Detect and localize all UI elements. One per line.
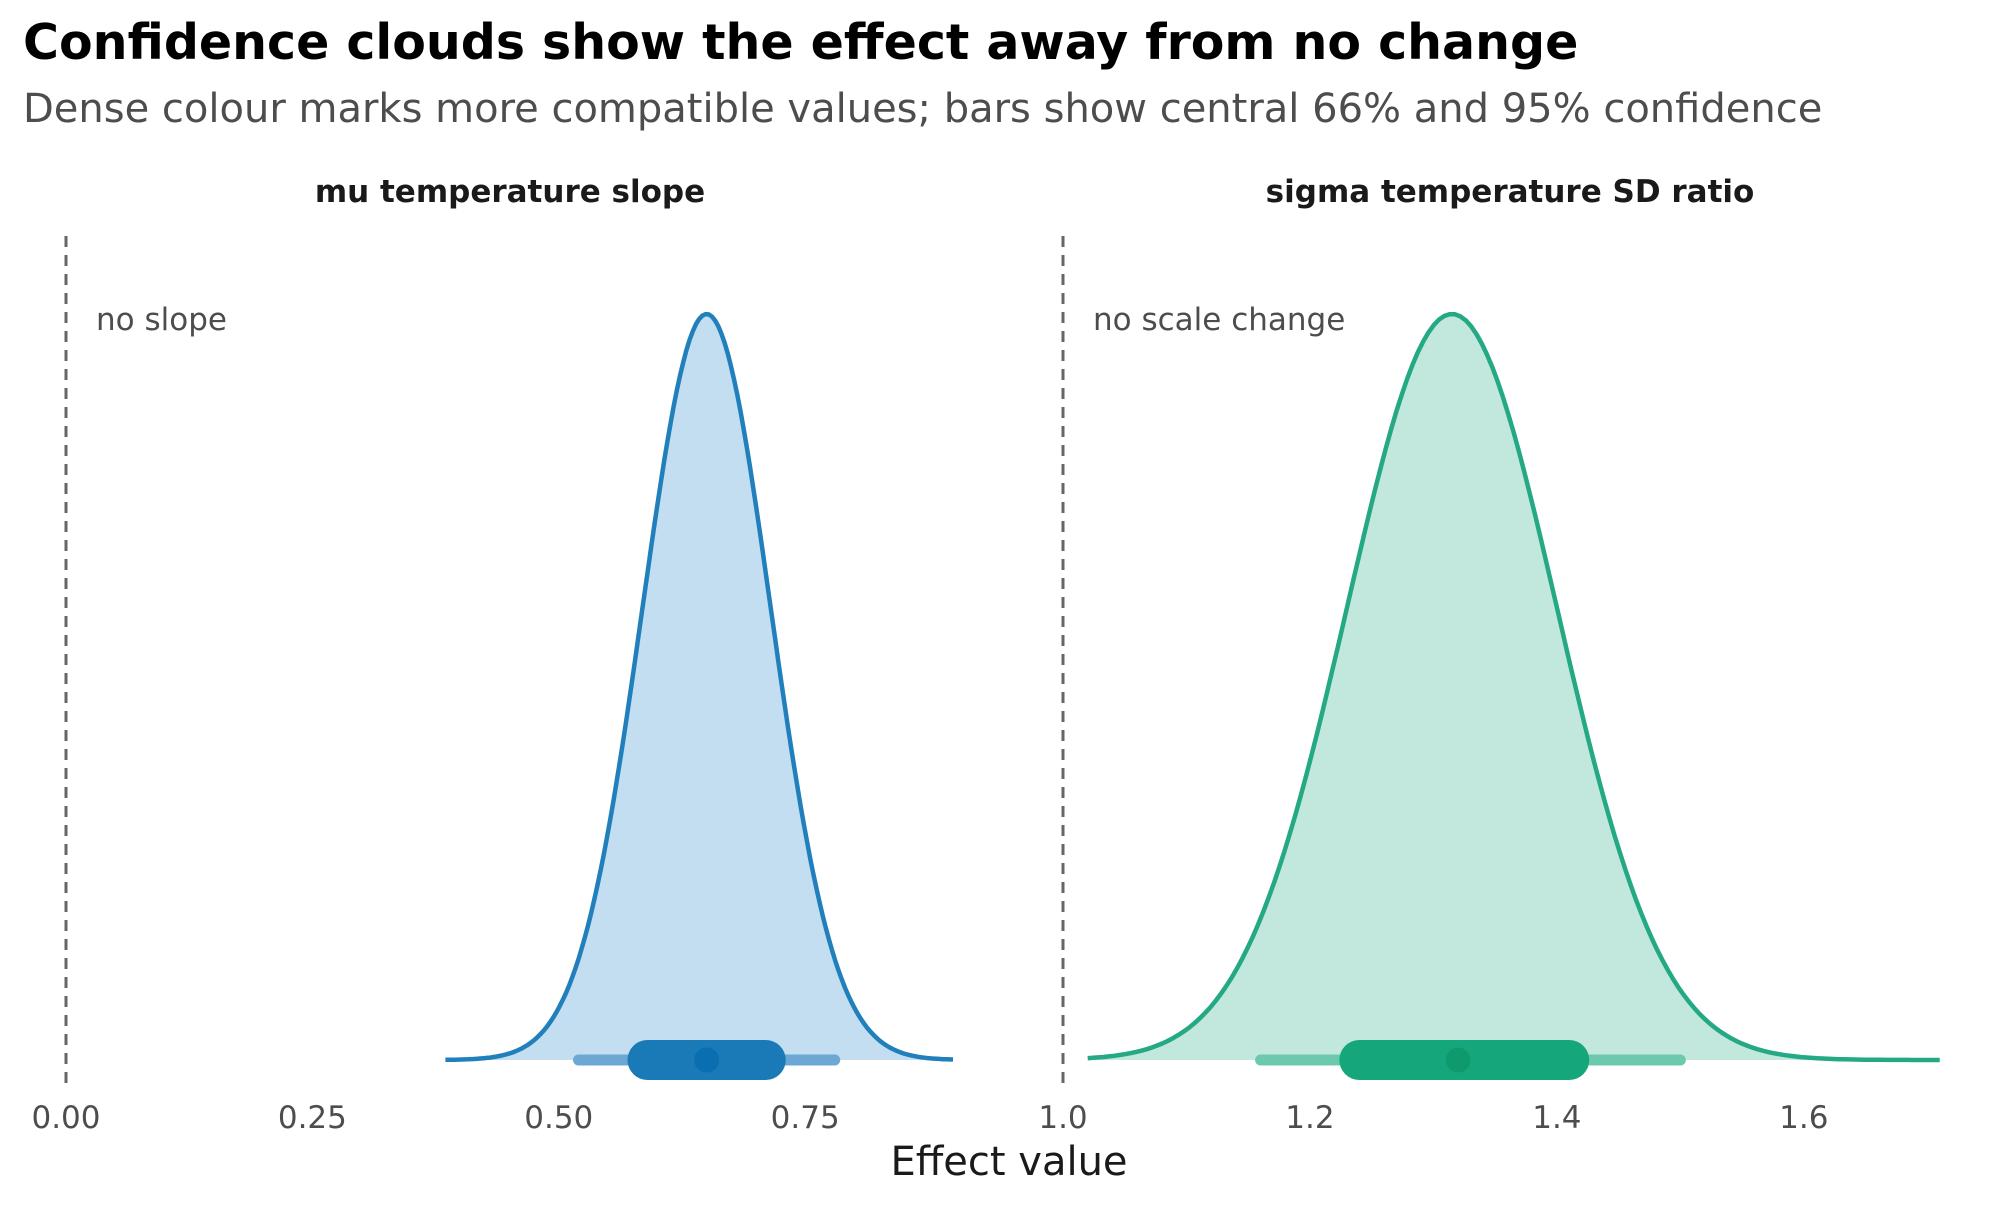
facet-title: mu temperature slope [315,174,705,210]
reference-label: no slope [96,302,227,338]
chart-subtitle: Dense colour marks more compatible value… [23,86,1823,132]
x-tick-label: 0.25 [278,1100,347,1136]
density-curve [1087,311,1940,1063]
facet-title: sigma temperature SD ratio [1266,174,1755,210]
x-tick-label: 0.00 [31,1100,100,1136]
x-axis-title: Effect value [890,1139,1127,1185]
facet-mu-panel: mu temperature slope no slope 0.00 0.25 0.50… [31,174,954,1136]
density-area [445,314,953,1061]
x-tick-label: 1.6 [1779,1100,1828,1136]
density-curve [445,311,954,1063]
reference-label: no scale change [1093,302,1345,338]
facet-sigma-panel: sigma temperature SD ratio no scale chang… [1038,174,1940,1136]
x-tick-label: 1.2 [1285,1100,1334,1136]
density-area [1087,314,1940,1060]
x-tick-label: 1.0 [1038,1100,1087,1136]
x-tick-label: 1.4 [1532,1100,1581,1136]
chart-title: Confidence clouds show the effect away f… [23,14,1579,71]
x-tick-label: 0.50 [524,1100,593,1136]
point-estimate [1445,1047,1471,1073]
point-estimate [694,1047,720,1073]
x-tick-label: 0.75 [771,1100,840,1136]
